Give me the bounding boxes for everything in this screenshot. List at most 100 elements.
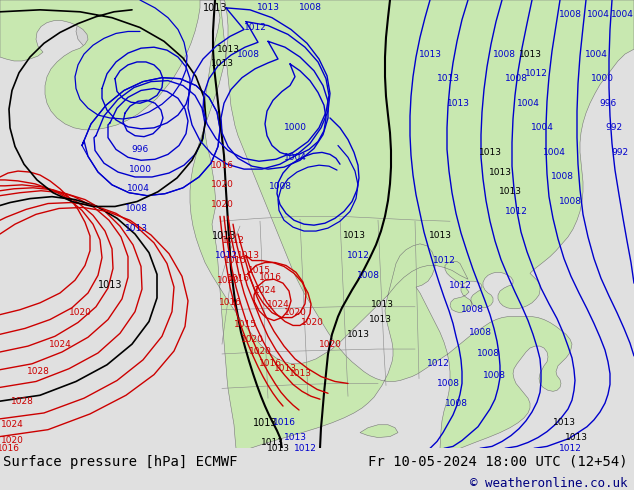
Text: 1013: 1013 — [446, 99, 470, 108]
Text: 1008: 1008 — [505, 74, 527, 83]
Text: 1013: 1013 — [236, 251, 259, 260]
Text: 1015: 1015 — [247, 266, 271, 275]
Text: 1004: 1004 — [586, 10, 609, 19]
Text: 1008: 1008 — [559, 197, 581, 206]
Text: 1008: 1008 — [236, 49, 259, 59]
Text: 1012: 1012 — [559, 444, 581, 453]
Text: 1004: 1004 — [585, 49, 607, 59]
Polygon shape — [0, 0, 200, 130]
Text: 1020: 1020 — [1, 436, 23, 445]
Text: 1016: 1016 — [0, 444, 20, 453]
Text: 1016: 1016 — [210, 161, 233, 170]
Text: 1013: 1013 — [203, 3, 227, 13]
Text: 1004: 1004 — [611, 10, 633, 19]
Text: 1012: 1012 — [427, 359, 450, 368]
Text: 1013: 1013 — [257, 3, 280, 12]
Text: 1008: 1008 — [559, 10, 581, 19]
Text: 1020: 1020 — [249, 347, 271, 357]
Text: © weatheronline.co.uk: © weatheronline.co.uk — [470, 477, 628, 490]
Text: 1012: 1012 — [243, 23, 266, 32]
Text: 1020: 1020 — [68, 308, 91, 317]
Polygon shape — [76, 0, 112, 47]
Text: 1012: 1012 — [449, 281, 472, 290]
Text: 1012: 1012 — [221, 236, 245, 245]
Text: 1016: 1016 — [259, 273, 281, 282]
Text: 1013: 1013 — [210, 59, 233, 69]
Text: 1008: 1008 — [493, 49, 515, 59]
Text: 1013: 1013 — [489, 168, 512, 176]
Text: 1004: 1004 — [531, 123, 553, 132]
Text: 1013: 1013 — [288, 369, 311, 378]
Text: 1020: 1020 — [210, 180, 233, 189]
Text: 1013: 1013 — [266, 444, 290, 453]
Text: 1024: 1024 — [1, 420, 23, 429]
Text: 1024: 1024 — [49, 340, 72, 348]
Text: 1020: 1020 — [318, 340, 342, 348]
Text: 1013: 1013 — [216, 45, 240, 54]
Text: 1013: 1013 — [347, 330, 370, 339]
Text: 996: 996 — [131, 145, 148, 154]
Text: 1020: 1020 — [240, 335, 264, 343]
Text: 1028: 1028 — [11, 397, 34, 406]
Text: 1024: 1024 — [254, 286, 276, 294]
Text: 1013: 1013 — [261, 438, 283, 447]
Text: 992: 992 — [611, 148, 628, 157]
Polygon shape — [190, 0, 634, 448]
Text: 1013: 1013 — [552, 418, 576, 427]
Text: 1008: 1008 — [269, 182, 292, 191]
Text: 1013: 1013 — [418, 49, 441, 59]
Text: 1008: 1008 — [444, 399, 467, 408]
Text: 1016: 1016 — [226, 274, 250, 283]
Text: 1020: 1020 — [217, 276, 240, 285]
Text: 1008: 1008 — [436, 379, 460, 388]
Text: 1008: 1008 — [460, 305, 484, 314]
Text: 1013: 1013 — [342, 231, 365, 241]
Text: 1016: 1016 — [259, 359, 281, 368]
Text: 1013: 1013 — [436, 74, 460, 83]
Text: 1012: 1012 — [214, 251, 238, 260]
Text: 1013: 1013 — [498, 187, 522, 196]
Text: 1000: 1000 — [283, 123, 306, 132]
Text: 1000: 1000 — [129, 165, 152, 173]
Text: 1012: 1012 — [347, 251, 370, 260]
Text: 1004: 1004 — [127, 184, 150, 193]
Text: 1013: 1013 — [519, 49, 541, 59]
Text: 1013: 1013 — [283, 433, 306, 442]
Text: 1016: 1016 — [219, 298, 242, 307]
Text: 1013: 1013 — [253, 418, 277, 428]
Text: 1020: 1020 — [210, 200, 233, 209]
Text: 1012: 1012 — [505, 207, 527, 216]
Text: 1016: 1016 — [273, 418, 295, 427]
Text: 1008: 1008 — [550, 172, 574, 181]
Text: Surface pressure [hPa] ECMWF: Surface pressure [hPa] ECMWF — [3, 455, 238, 468]
Text: 1008: 1008 — [469, 328, 491, 337]
Text: 1013: 1013 — [273, 364, 297, 373]
Text: 1004: 1004 — [283, 153, 306, 162]
Text: 1028: 1028 — [27, 367, 49, 376]
Text: 1012: 1012 — [294, 444, 316, 453]
Text: 1013: 1013 — [370, 300, 394, 309]
Text: 1013: 1013 — [564, 433, 588, 442]
Text: 996: 996 — [599, 99, 617, 108]
Text: Fr 10-05-2024 18:00 UTC (12+54): Fr 10-05-2024 18:00 UTC (12+54) — [368, 455, 628, 468]
Text: 1008: 1008 — [299, 3, 321, 12]
Text: 1020: 1020 — [283, 308, 306, 317]
Text: 992: 992 — [605, 123, 623, 132]
Text: 1013: 1013 — [429, 231, 451, 241]
Text: 1000: 1000 — [590, 74, 614, 83]
Polygon shape — [360, 425, 398, 438]
Text: 1013: 1013 — [124, 223, 148, 233]
Text: 1008: 1008 — [356, 271, 380, 280]
Text: 1008: 1008 — [124, 204, 148, 213]
Text: 1004: 1004 — [543, 148, 566, 157]
Text: 1013: 1013 — [479, 148, 501, 157]
Text: 1012: 1012 — [524, 69, 547, 78]
Text: 1012: 1012 — [432, 256, 455, 265]
Text: 1015: 1015 — [233, 320, 257, 329]
Text: 1024: 1024 — [267, 300, 289, 309]
Text: 1013: 1013 — [98, 280, 122, 290]
Polygon shape — [95, 0, 168, 82]
Text: 1013: 1013 — [212, 231, 236, 241]
Text: 1008: 1008 — [482, 371, 505, 380]
Text: 1020: 1020 — [301, 318, 323, 327]
